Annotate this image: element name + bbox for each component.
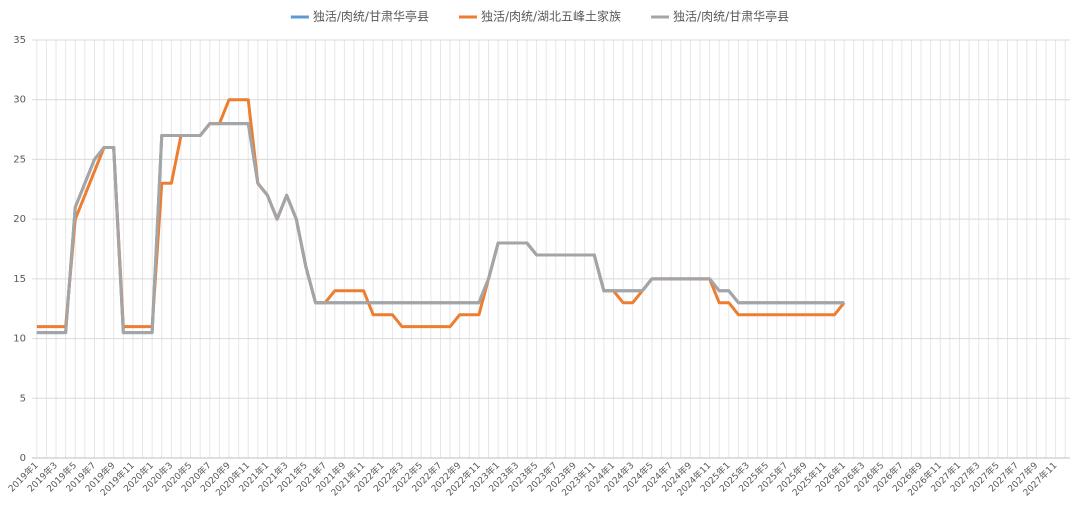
y-tick-label: 15	[13, 274, 26, 285]
y-tick-label: 5	[20, 393, 26, 404]
y-tick-label: 35	[13, 35, 26, 46]
y-tick-label: 30	[13, 95, 26, 106]
y-tick-label: 0	[20, 453, 26, 464]
y-tick-label: 20	[13, 214, 26, 225]
y-tick-label: 10	[13, 334, 26, 345]
series-line	[36, 122, 845, 335]
y-tick-label: 25	[13, 154, 26, 165]
legend-label: 独活/肉统/湖北五峰土家族	[481, 9, 621, 24]
legend-label: 独活/肉统/甘肃华亭县	[313, 9, 429, 24]
legend-label: 独活/肉统/甘肃华亭县	[673, 9, 789, 24]
legend: 独活/肉统/甘肃华亭县 独活/肉统/湖北五峰土家族 独活/肉统/甘肃华亭县	[290, 9, 789, 24]
